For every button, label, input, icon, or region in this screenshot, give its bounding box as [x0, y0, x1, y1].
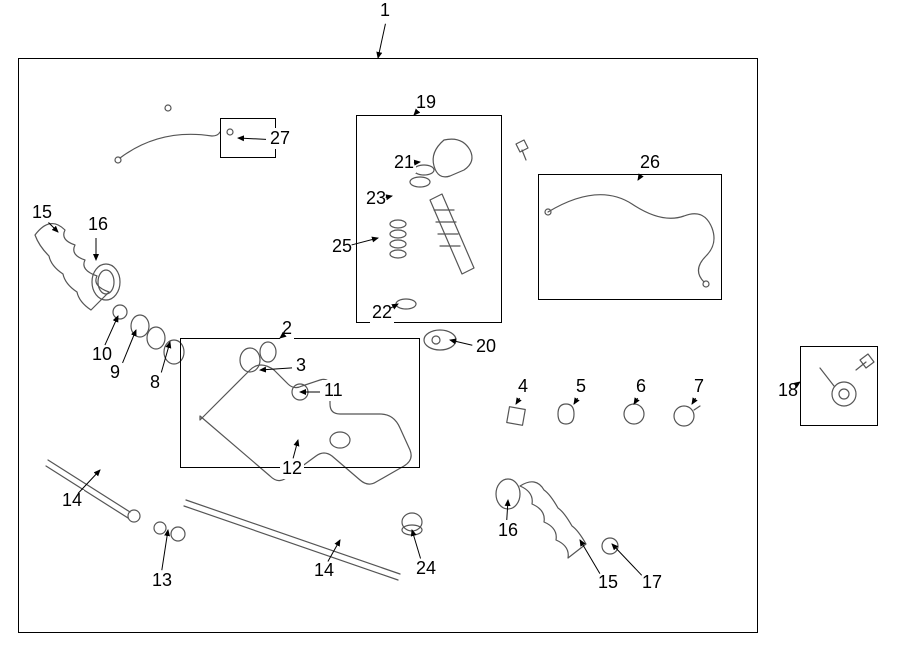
callout-17: 17: [640, 572, 664, 593]
callout-16: 16: [86, 214, 110, 235]
callout-20: 20: [474, 336, 498, 357]
callout-4: 4: [516, 376, 530, 397]
callout-21: 21: [392, 152, 416, 173]
callout-10: 10: [90, 344, 114, 365]
callout-12: 12: [280, 458, 304, 479]
callout-2: 2: [280, 318, 294, 339]
callout-14b: 14: [312, 560, 336, 581]
callout-25: 25: [330, 236, 354, 257]
callout-3: 3: [294, 355, 308, 376]
callout-26: 26: [638, 152, 662, 173]
callout-15b: 15: [596, 572, 620, 593]
callout-24: 24: [414, 558, 438, 579]
callout-15: 15: [30, 202, 54, 223]
callout-6: 6: [634, 376, 648, 397]
callout-22: 22: [370, 302, 394, 323]
callout-16b: 16: [496, 520, 520, 541]
callout-9: 9: [108, 362, 122, 383]
tie-rod-end-box: [800, 346, 878, 426]
callout-19: 19: [414, 92, 438, 113]
callout-8: 8: [148, 372, 162, 393]
callout-7: 7: [692, 376, 706, 397]
callout-5: 5: [574, 376, 588, 397]
valve-subassembly-box: [356, 115, 502, 323]
callout-18: 18: [776, 380, 800, 401]
pressure-tube-26-box: [538, 174, 722, 300]
callout-13: 13: [150, 570, 174, 591]
callout-1: 1: [378, 0, 392, 21]
leader-1: [378, 24, 385, 58]
callout-23: 23: [364, 188, 388, 209]
callout-11: 11: [322, 380, 345, 401]
callout-27: 27: [268, 128, 292, 149]
callout-14: 14: [60, 490, 84, 511]
